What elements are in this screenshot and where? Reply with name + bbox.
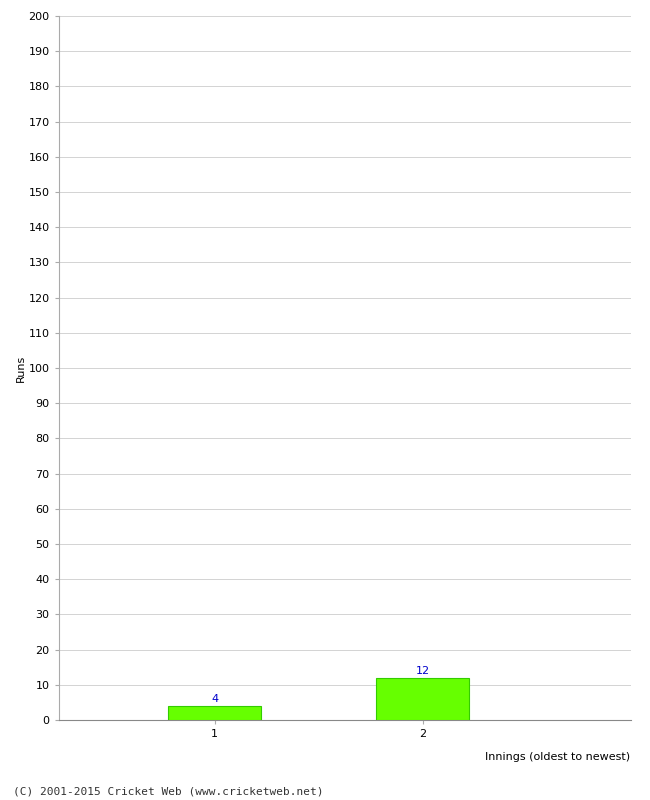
Y-axis label: Runs: Runs (16, 354, 25, 382)
Text: (C) 2001-2015 Cricket Web (www.cricketweb.net): (C) 2001-2015 Cricket Web (www.cricketwe… (13, 786, 324, 796)
Text: 12: 12 (415, 666, 430, 676)
Text: Innings (oldest to newest): Innings (oldest to newest) (486, 752, 630, 762)
Text: 4: 4 (211, 694, 218, 704)
Bar (376, 678, 469, 720)
Bar (168, 706, 261, 720)
